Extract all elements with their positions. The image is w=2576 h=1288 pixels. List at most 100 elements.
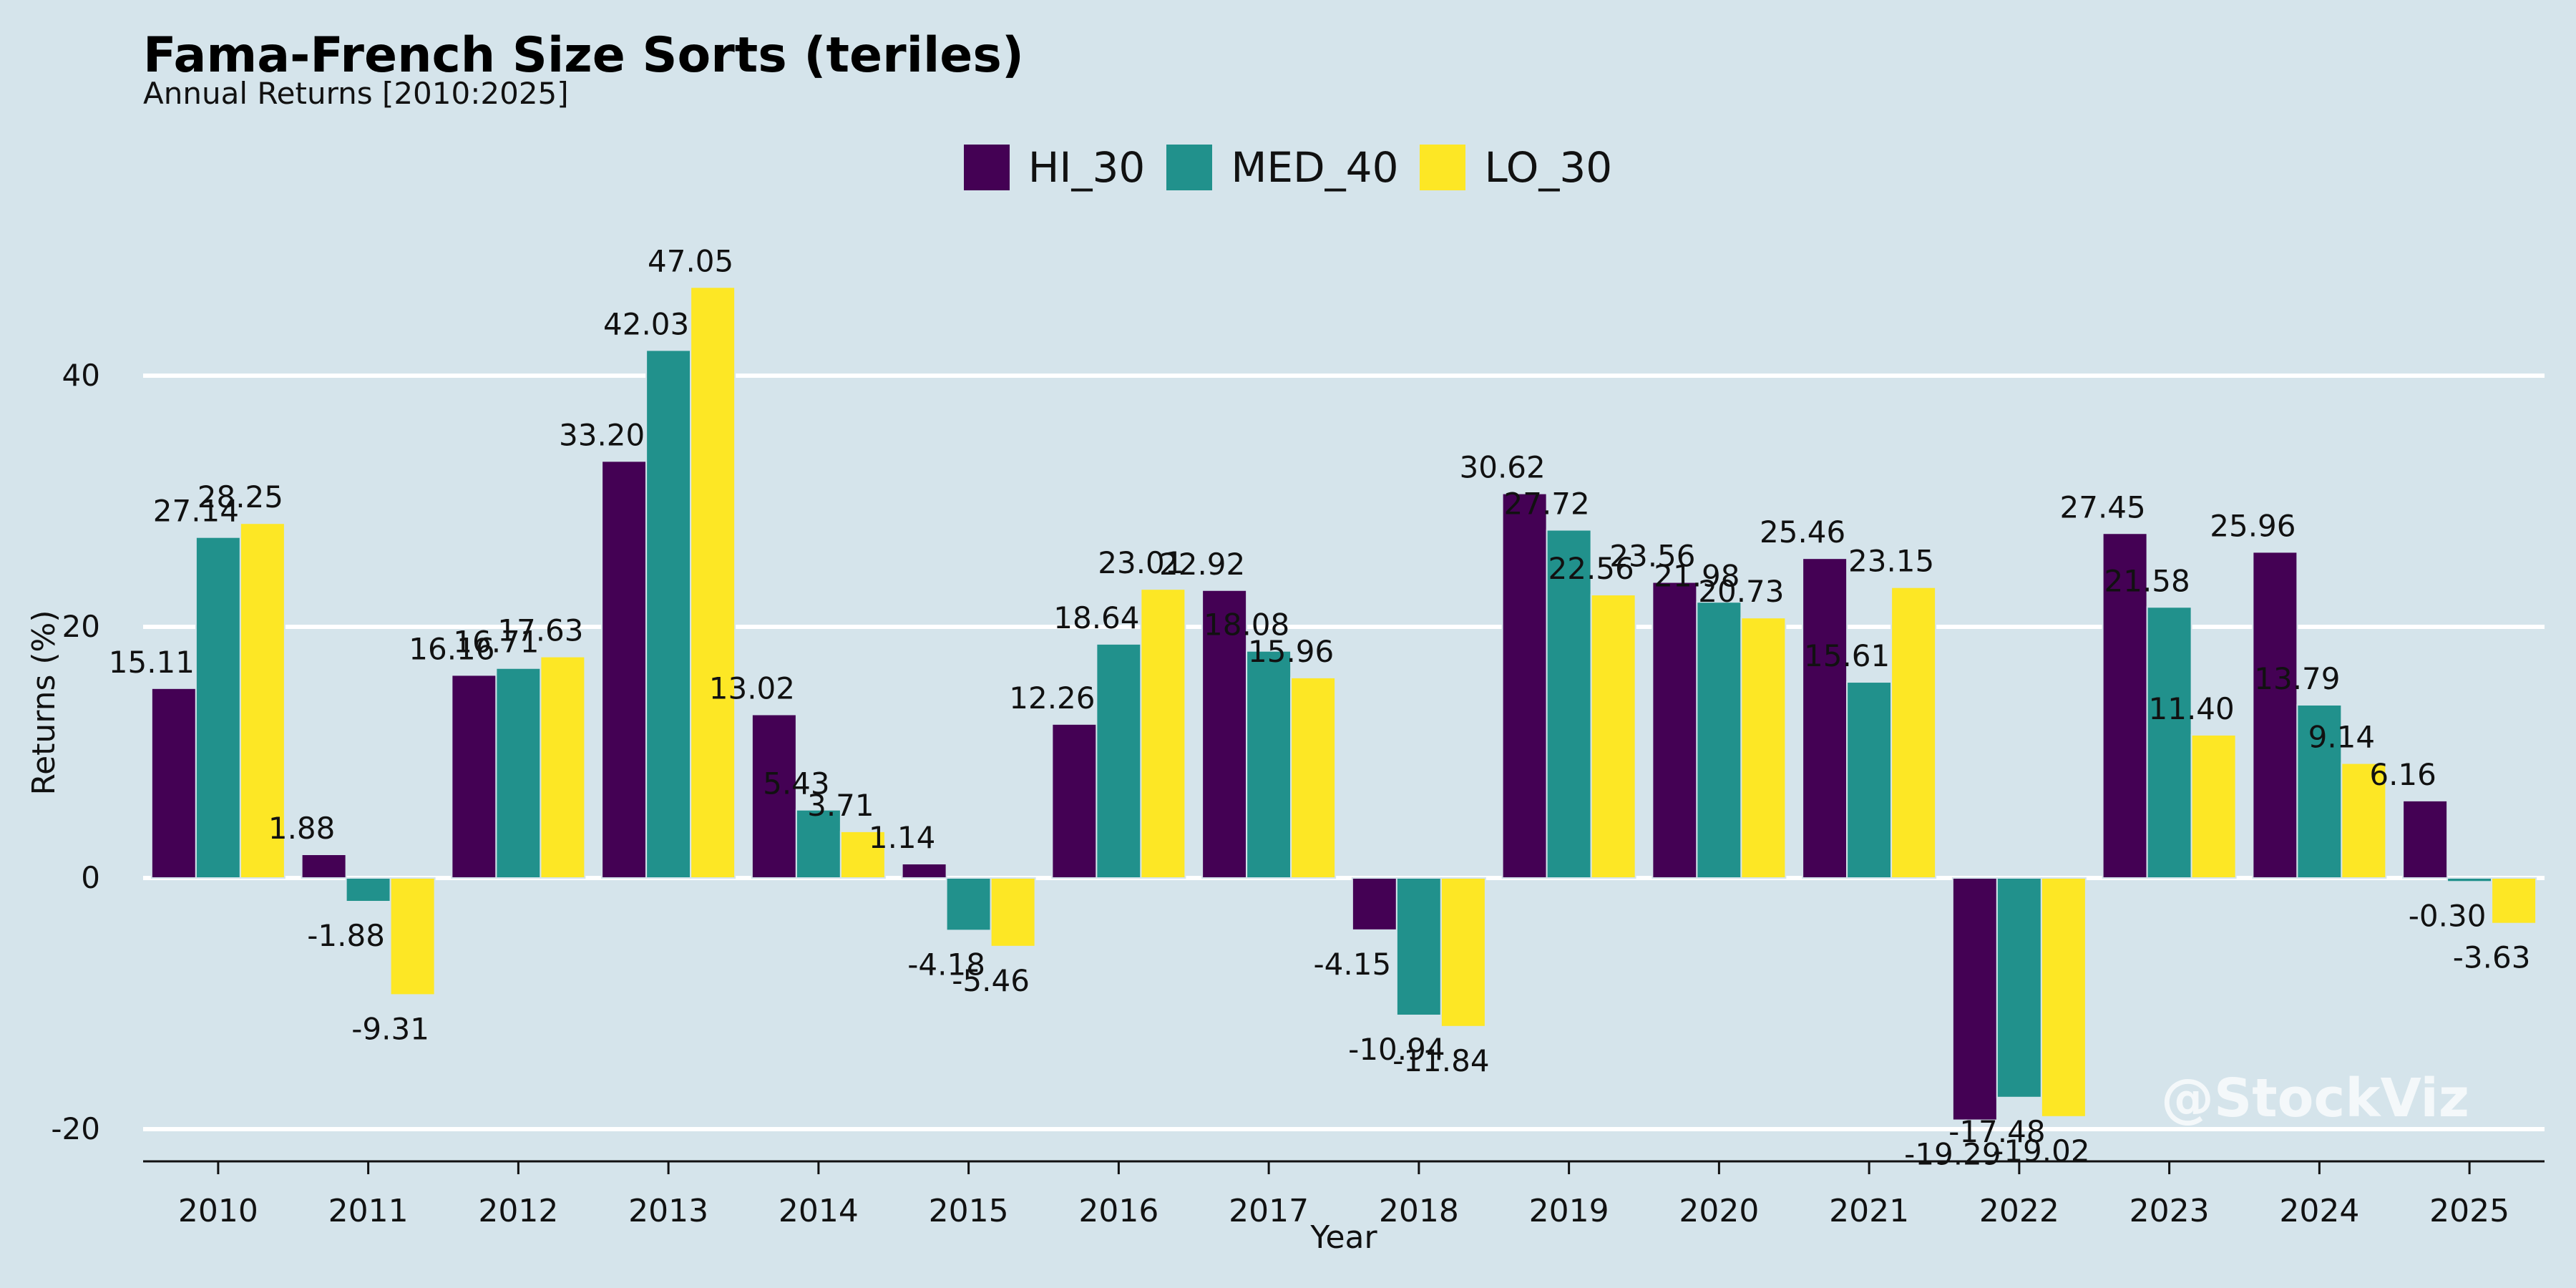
y-axis-label: Returns (%) [26, 610, 62, 795]
legend-swatch-lo30 [1420, 145, 1466, 190]
x-tick-label-2010: 2010 [178, 1193, 258, 1229]
bar-med40-2018 [1395, 877, 1442, 1016]
bar-hi30-2012 [451, 674, 497, 879]
data-label-med40-2022: -17.48 [1948, 1114, 2045, 1149]
data-label-lo30-2010: 28.25 [197, 479, 283, 514]
data-label-med40-2015: -4.18 [907, 947, 985, 982]
data-label-med40-2018: -10.94 [1348, 1032, 1445, 1067]
watermark: @StockViz [2161, 1068, 2469, 1129]
bar-med40-2011 [345, 877, 391, 902]
data-label-hi30-2021: 25.46 [1760, 514, 1845, 550]
data-label-hi30-2013: 33.20 [559, 417, 645, 452]
bar-lo30-2016 [1140, 588, 1186, 879]
legend-swatch-hi30 [963, 145, 1010, 190]
bar-hi30-2020 [1652, 581, 1698, 879]
x-tick-label-2022: 2022 [1979, 1193, 2059, 1229]
bar-hi30-2015 [901, 862, 947, 879]
x-tick-label-2021: 2021 [1829, 1193, 1909, 1229]
y-tick-label-0: 0 [81, 860, 100, 895]
data-label-med40-2020: 21.98 [1654, 558, 1740, 593]
data-label-lo30-2019: 22.56 [1548, 551, 1634, 586]
data-label-med40-2025: -0.30 [2409, 898, 2487, 933]
legend-item-hi30: HI_30 [963, 143, 1145, 192]
x-tick-label-2016: 2016 [1078, 1193, 1158, 1229]
bar-hi30-2016 [1051, 723, 1098, 879]
data-label-med40-2014: 5.43 [763, 766, 830, 801]
bar-med40-2014 [795, 809, 841, 879]
data-label-lo30-2018: -11.84 [1392, 1043, 1489, 1078]
data-label-hi30-2016: 12.26 [1009, 680, 1095, 716]
y-tick-label-20: 20 [62, 609, 100, 644]
data-label-lo30-2011: -9.31 [351, 1011, 429, 1046]
bar-lo30-2019 [1590, 594, 1636, 879]
data-label-lo30-2020: 20.73 [1698, 574, 1784, 609]
data-label-lo30-2015: -5.46 [952, 963, 1030, 998]
bar-lo30-2014 [839, 830, 886, 879]
x-tick-label-2018: 2018 [1379, 1193, 1459, 1229]
legend-label-med40: MED_40 [1231, 143, 1399, 192]
data-label-lo30-2012: 17.63 [497, 613, 583, 648]
bar-lo30-2024 [2341, 762, 2387, 879]
data-label-hi30-2015: 1.14 [869, 820, 936, 855]
bar-hi30-2023 [2102, 532, 2148, 879]
data-label-lo30-2024: 9.14 [2308, 720, 2376, 755]
bar-lo30-2023 [2190, 733, 2237, 879]
bar-lo30-2017 [1290, 676, 1337, 879]
x-tick-label-2013: 2013 [628, 1193, 708, 1229]
bar-med40-2017 [1246, 650, 1292, 879]
x-axis-label: Year [1309, 1219, 1377, 1256]
x-tick-label-2014: 2014 [779, 1193, 859, 1229]
data-label-med40-2012: 16.71 [453, 625, 539, 660]
chart-title: Fama-French Size Sorts (teriles) [143, 27, 1024, 84]
bar-med40-2012 [495, 667, 542, 879]
x-tick-label-2024: 2024 [2279, 1193, 2359, 1229]
data-label-lo30-2013: 47.05 [648, 243, 733, 278]
bar-med40-2020 [1696, 601, 1742, 879]
x-tick-label-2019: 2019 [1529, 1193, 1609, 1229]
bar-hi30-2013 [601, 460, 648, 879]
bar-lo30-2012 [540, 655, 586, 879]
data-label-hi30-2020: 23.56 [1609, 539, 1695, 574]
y-tick-label--20: -20 [51, 1111, 100, 1146]
bar-lo30-2015 [990, 877, 1036, 947]
data-label-hi30-2010: 15.11 [109, 645, 195, 680]
data-label-med40-2010: 27.14 [153, 494, 239, 529]
bar-hi30-2018 [1351, 877, 1397, 931]
chart-subtitle: Annual Returns [2010:2025] [143, 76, 569, 111]
data-label-lo30-2016: 23.01 [1098, 545, 1184, 580]
y-tick-label-40: 40 [62, 358, 100, 393]
data-label-med40-2019: 27.72 [1504, 487, 1590, 522]
data-label-med40-2023: 21.58 [2104, 563, 2190, 598]
data-label-hi30-2024: 25.96 [2210, 508, 2296, 543]
bar-med40-2015 [945, 877, 992, 932]
bar-lo30-2011 [389, 877, 436, 996]
x-tick-label-2011: 2011 [328, 1193, 409, 1229]
bar-hi30-2024 [2252, 551, 2298, 879]
bar-hi30-2011 [301, 854, 347, 879]
data-label-med40-2011: -1.88 [307, 918, 385, 953]
data-label-lo30-2014: 3.71 [807, 788, 874, 823]
data-label-lo30-2023: 11.40 [2149, 691, 2235, 726]
data-label-med40-2021: 15.61 [1804, 638, 1890, 673]
bar-lo30-2021 [1890, 586, 1937, 879]
legend-label-lo30: LO_30 [1484, 143, 1613, 192]
bar-med40-2025 [2446, 877, 2493, 883]
data-label-hi30-2012: 16.16 [409, 631, 494, 666]
data-label-hi30-2017: 22.92 [1159, 547, 1245, 582]
legend: HI_30 MED_40 LO_30 [0, 143, 2576, 192]
legend-swatch-med40 [1166, 145, 1213, 190]
legend-item-lo30: LO_30 [1420, 143, 1612, 192]
data-label-lo30-2025: -3.63 [2453, 940, 2531, 975]
data-label-hi30-2023: 27.45 [2060, 489, 2146, 525]
bar-hi30-2014 [751, 713, 797, 879]
data-label-lo30-2017: 15.96 [1248, 634, 1334, 669]
bar-lo30-2010 [239, 522, 286, 879]
data-label-hi30-2014: 13.02 [709, 670, 795, 706]
data-label-med40-2017: 18.08 [1204, 608, 1289, 643]
data-label-med40-2013: 42.03 [603, 306, 689, 341]
x-tick-label-2017: 2017 [1229, 1193, 1309, 1229]
bar-med40-2021 [1846, 681, 1893, 879]
x-tick-label-2025: 2025 [2429, 1193, 2509, 1229]
bar-lo30-2025 [2491, 877, 2537, 924]
